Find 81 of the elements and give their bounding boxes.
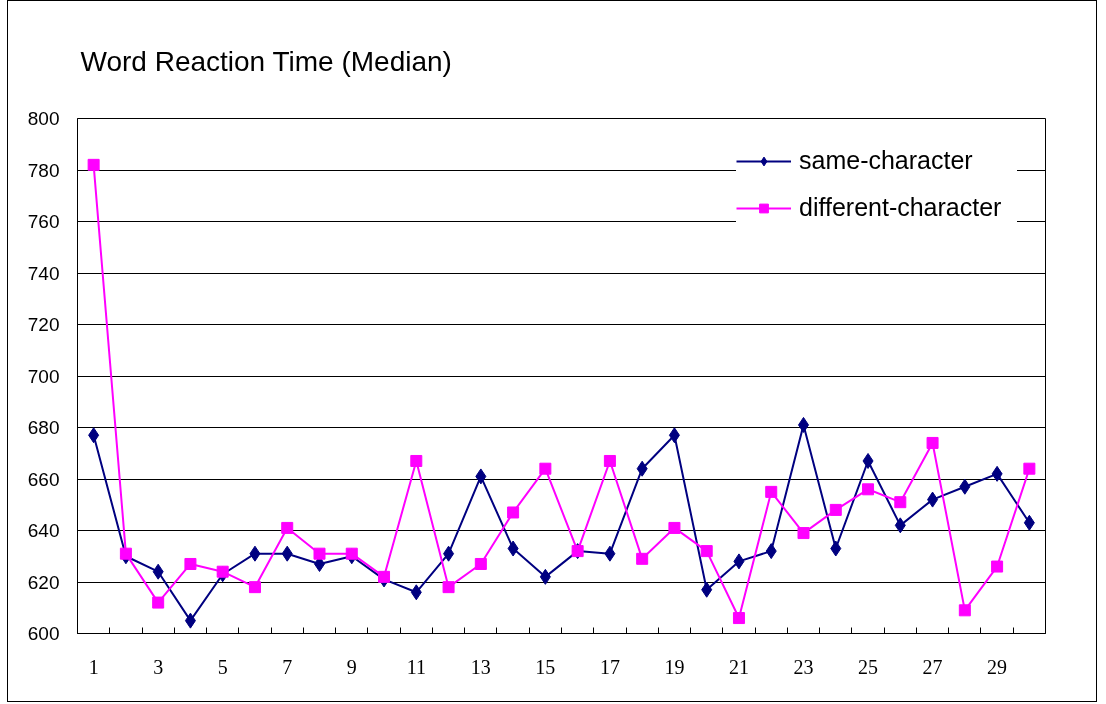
point <box>829 503 842 516</box>
point <box>701 581 713 598</box>
point <box>604 545 616 562</box>
point <box>733 553 745 570</box>
point <box>1023 462 1036 475</box>
point <box>539 462 552 475</box>
point <box>216 565 229 578</box>
point <box>539 568 551 585</box>
y-tick-label: 680 <box>27 417 60 438</box>
point <box>378 570 391 583</box>
y-tick-label: 740 <box>27 262 60 284</box>
point <box>443 545 455 562</box>
point <box>475 468 487 485</box>
point <box>313 547 326 560</box>
point <box>668 521 681 534</box>
y-tick-label: 700 <box>27 365 60 387</box>
x-tick-label: 23 <box>793 655 814 678</box>
point <box>926 436 939 449</box>
point <box>765 543 777 560</box>
point <box>991 560 1004 573</box>
point <box>797 527 810 540</box>
point <box>927 491 939 508</box>
legend-label: different-character <box>799 193 1003 222</box>
point <box>603 454 616 467</box>
x-tick-label: 17 <box>599 655 620 678</box>
y-tick-label: 780 <box>27 159 60 181</box>
point <box>991 465 1003 482</box>
point <box>184 612 196 629</box>
point <box>248 581 261 594</box>
x-tick-label: 13 <box>470 655 491 678</box>
x-tick-label: 3 <box>153 655 164 678</box>
point <box>152 596 165 609</box>
legend-label: same-character <box>799 146 974 175</box>
point <box>507 540 519 557</box>
x-tick-label: 29 <box>987 655 1008 678</box>
x-tick-label: 9 <box>346 655 357 678</box>
point <box>1023 514 1035 531</box>
x-tick-label: 5 <box>217 655 228 678</box>
point <box>862 483 875 496</box>
x-tick-label: 19 <box>664 655 685 678</box>
point <box>862 452 874 469</box>
x-tick-label: 7 <box>282 655 293 678</box>
y-tick-label: 660 <box>27 468 60 490</box>
point <box>636 460 648 477</box>
y-tick-label: 720 <box>27 314 60 335</box>
y-tick-label: 760 <box>27 211 60 232</box>
point <box>152 563 164 580</box>
point <box>636 552 649 565</box>
chart-title: Word Reaction Time (Median) <box>80 45 452 77</box>
point <box>894 517 906 534</box>
point <box>184 557 197 570</box>
point <box>410 584 422 601</box>
point <box>668 427 680 444</box>
point <box>830 540 842 557</box>
x-tick-label: 21 <box>728 655 749 678</box>
point <box>87 158 100 171</box>
y-tick-label: 600 <box>27 623 60 644</box>
point <box>732 612 745 625</box>
point <box>281 545 293 562</box>
x-tick-label: 25 <box>858 655 879 678</box>
y-tick-label: 800 <box>27 108 60 129</box>
y-tick-label: 640 <box>27 520 60 541</box>
point <box>88 427 100 444</box>
point <box>281 521 294 534</box>
point <box>765 485 778 498</box>
x-tick-label: 15 <box>535 655 556 678</box>
point <box>119 547 132 560</box>
y-tick-label: 620 <box>27 571 60 593</box>
x-tick-label: 27 <box>922 655 943 678</box>
point <box>959 478 971 495</box>
point <box>442 581 455 594</box>
x-tick-label: 11 <box>406 655 426 678</box>
point <box>345 547 358 560</box>
point <box>958 604 971 617</box>
x-tick-label: 1 <box>88 655 99 678</box>
point <box>700 545 713 558</box>
point <box>894 496 907 509</box>
point <box>507 506 520 519</box>
point <box>249 545 261 562</box>
point <box>474 557 487 570</box>
point <box>410 454 423 467</box>
